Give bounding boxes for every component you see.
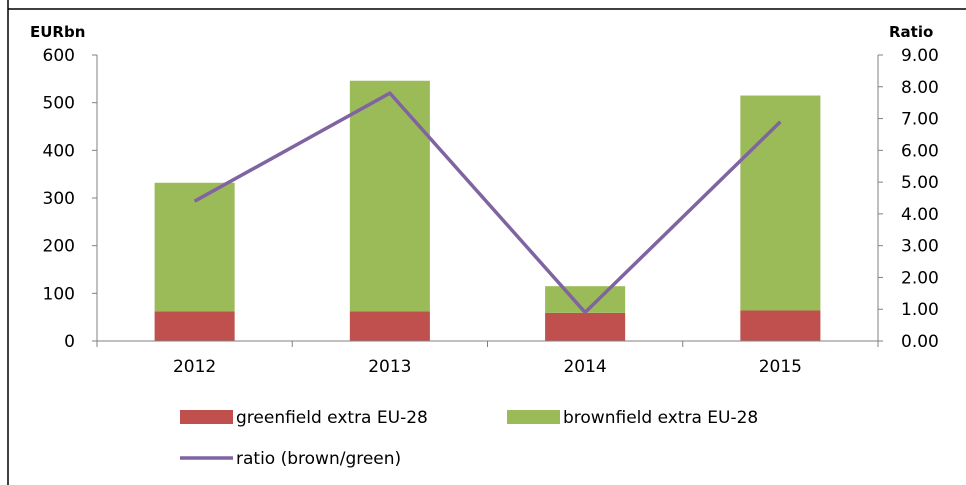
y-axis-right-title: Ratio	[889, 23, 933, 41]
y-right-tick-label: 6.00	[901, 141, 939, 161]
ratio-line	[193, 91, 782, 315]
x-axis-labels: 2012 2013 2014 2015	[173, 357, 802, 377]
legend-brownfield-swatch	[507, 410, 560, 424]
y-left-tick-label: 200	[43, 237, 75, 257]
y-right-tick-label: 9.00	[901, 46, 939, 66]
y-left-tick-label: 400	[43, 141, 75, 161]
ratio-line-group	[193, 91, 782, 315]
bar-greenfield	[740, 310, 821, 341]
bar-brownfield	[154, 182, 235, 312]
y-left-tick-label: 100	[43, 284, 75, 304]
legend-greenfield: greenfield extra EU-28	[180, 408, 428, 428]
y-right-tick-label: 8.00	[901, 78, 939, 98]
bar-greenfield	[154, 311, 235, 341]
legend-ratio: ratio (brown/green)	[180, 449, 401, 469]
x-tick-label: 2013	[368, 357, 411, 377]
x-tick-label: 2012	[173, 357, 216, 377]
bar-brownfield	[349, 80, 430, 312]
y-left-tick-label: 0	[64, 332, 75, 352]
bar-greenfield	[545, 312, 626, 341]
y-right-tick-label: 1.00	[901, 300, 939, 320]
x-tick-label: 2015	[759, 357, 802, 377]
x-tick-label: 2014	[563, 357, 606, 377]
bar-brownfield	[740, 95, 821, 311]
y-axis-right-ticks: 0.00 1.00 2.00 3.00 4.00 5.00 6.00 7.00 8.00 9.00	[878, 46, 939, 352]
y-right-tick-label: 3.00	[901, 237, 939, 257]
bars	[154, 80, 821, 341]
legend-ratio-label: ratio (brown/green)	[236, 449, 401, 469]
legend-brownfield: brownfield extra EU-28	[507, 408, 758, 428]
legend-greenfield-swatch	[180, 410, 233, 424]
axes	[96, 55, 879, 347]
y-axis-left-title: EURbn	[30, 23, 85, 41]
y-left-tick-label: 500	[43, 94, 75, 114]
y-axis-left-ticks: 0 100 200 300 400 500 600	[43, 46, 97, 352]
y-right-tick-label: 7.00	[901, 110, 939, 130]
y-left-tick-label: 300	[43, 189, 75, 209]
y-right-tick-label: 5.00	[901, 173, 939, 193]
y-left-tick-label: 600	[43, 46, 75, 66]
y-right-tick-label: 4.00	[901, 205, 939, 225]
legend: greenfield extra EU-28 brownfield extra E…	[180, 408, 758, 469]
bar-brownfield	[545, 286, 626, 313]
bar-greenfield	[349, 311, 430, 341]
legend-greenfield-label: greenfield extra EU-28	[236, 408, 428, 428]
y-right-tick-label: 0.00	[901, 332, 939, 352]
legend-brownfield-label: brownfield extra EU-28	[563, 408, 758, 428]
y-right-tick-label: 2.00	[901, 268, 939, 288]
